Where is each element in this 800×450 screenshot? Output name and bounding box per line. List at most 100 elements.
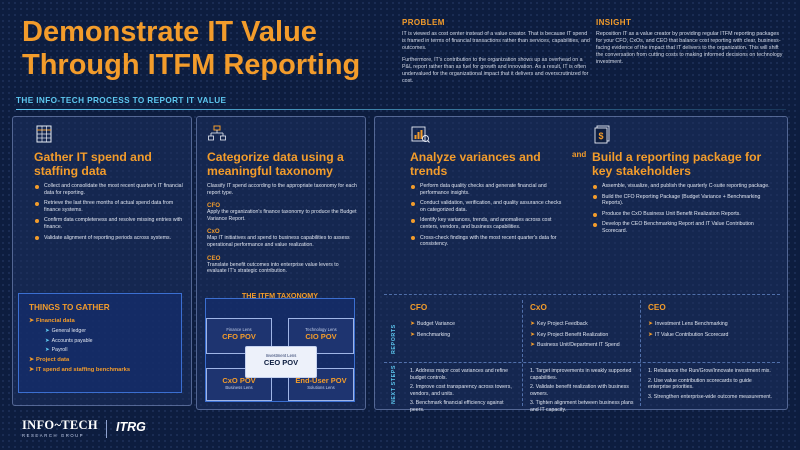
steps-3-4-panel [374,116,788,410]
hierarchy-icon [207,124,227,149]
list-item: Conduct validation, verification, and qu… [410,200,566,213]
gather-item: ➤ Financial data [29,318,75,324]
list-item: Validate alignment of reporting periods … [34,235,184,242]
list-item: Develop the CEO Benchmarking Report and … [592,221,772,234]
gather-subitem: ➤ Accounts payable [45,337,93,344]
solutions-lens: End-User POV Solutions Lens [288,368,354,401]
step2-body: Classify IT spend according to the appro… [207,183,359,275]
investment-lens-label: Investment Lens [265,353,297,358]
role-label-ceo: CEO [207,254,221,262]
chart-report-icon [410,124,430,149]
list-item: Retrieve the last three months of actual… [34,200,184,213]
next-step-item: 3. Benchmark financial efficiency agains… [410,400,504,413]
page-title: Demonstrate IT Value Through ITFM Report… [22,16,402,82]
next-step-item: 1. Rebalance the Run/Grow/Innovate inves… [648,368,771,374]
matrix-heading-cxo: CxO [530,303,547,312]
report-item: ➤ IT Value Contribution Scorecard [648,331,729,338]
role-label-cfo: CFO [207,202,221,210]
report-item: ➤ Budget Variance [410,321,456,327]
role-text-cxo: Map IT initiatives and spend to business… [207,235,350,248]
gather-subitem: ➤ Payroll [45,347,68,354]
solutions-lens-pov: End-User POV [295,376,347,385]
cxo-next-steps: 1. Target improvements in weakly support… [530,368,638,414]
business-lens-label: Business Lens [225,385,253,390]
ceo-reports: ➤ Investment Lens Benchmarking ➤ IT Value … [648,321,776,338]
reports-row-label: REPORTS [391,324,397,354]
title-line-1: Demonstrate IT Value [22,16,317,48]
process-divider [16,109,786,110]
list-item: Confirm data completeness and resolve mi… [34,217,184,230]
role-text-ceo: Translate benefit outcomes into enterpri… [207,261,339,275]
step3-title: Analyze variances and trends [410,150,541,178]
step3-bullets: Perform data quality checks and generate… [410,183,566,252]
list-item: Build the CFO Reporting Package (Budget … [592,194,772,207]
problem-text-2: Furthermore, IT's contribution to the or… [402,57,589,84]
logo-divider [106,420,107,438]
matrix-heading-cfo: CFO [410,303,428,312]
insight-heading: INSIGHT [596,18,632,27]
process-label: THE INFO-TECH PROCESS TO REPORT IT VALUE [16,96,227,105]
spreadsheet-icon [34,124,54,149]
next-step-item: 3. Tighten alignment between business pl… [530,400,634,413]
investment-lens: Investment Lens CEO POV [245,346,317,378]
next-step-item: 2. Use value contribution scorecards to … [648,377,752,391]
step2-intro: Classify IT spend according to the appro… [207,183,357,196]
report-item: ➤ Business Unit/Department IT Spend [530,342,620,349]
matrix-heading-ceo: CEO [648,303,666,312]
technology-lens-pov: CIO POV [305,332,337,341]
infotech-logo-text: INFO~TECH [22,418,98,432]
gather-item: ➤ Project data [29,356,70,363]
cfo-next-steps: 1. Address major cost variances and refi… [410,368,518,414]
infotech-logo-subtext: RESEARCH GROUP [22,433,85,438]
ceo-next-steps: 1. Rebalance the Run/Grow/Innovate inves… [648,368,776,400]
insight-section: INSIGHT Reposition IT as a value creator… [596,18,784,66]
list-item: Cross-check findings with the most recen… [410,235,566,248]
step1-title: Gather IT spend and staffing data [34,150,152,178]
list-item: Produce the CxO Business Unit Benefit Re… [592,211,772,218]
svg-text:$: $ [598,131,603,141]
report-item: ➤ Benchmarking [410,331,451,338]
investment-lens-pov: CEO POV [263,358,299,367]
role-label-cxo: CxO [207,228,220,236]
and-connector: and [572,150,587,159]
report-package-icon: $ [592,124,612,149]
problem-section: PROBLEM IT is viewed as cost center inst… [402,18,592,85]
step2-title: Categorize data using a meaningful taxon… [207,150,344,178]
step1-bullets: Collect and consolidate the most recent … [34,183,184,245]
title-line-2: Through ITFM Reporting [22,49,361,81]
report-item: ➤ Investment Lens Benchmarking [648,321,728,327]
cfo-reports: ➤ Budget Variance ➤ Benchmarking [410,321,518,338]
solutions-lens-label: Solutions Lens [307,385,335,390]
things-to-gather: THINGS TO GATHER ➤ Financial data ➤ Genera… [18,293,182,393]
problem-heading: PROBLEM [402,18,445,27]
gather-item: ➤ IT spend and staffing benchmarks [29,366,131,373]
role-text-cfo: Apply the organization's finance taxonom… [207,209,357,222]
next-step-item: 1. Address major cost variances and refi… [410,368,509,381]
step4-bullets: Assemble, visualize, and publish the qua… [592,183,772,239]
matrix-col-divider [522,300,523,406]
next-step-item: 2. Validate benefit realization with bus… [530,384,629,397]
itrg-logo: ITRG [116,420,146,434]
infotech-logo: INFO~TECH RESEARCH GROUP [22,418,98,438]
gather-subitem: ➤ General ledger [45,328,86,334]
list-item: Identify key variances, trends, and anom… [410,217,566,230]
next-step-item: 1. Target improvements in weakly support… [530,368,632,381]
problem-text-1: IT is viewed as cost center instead of a… [402,31,590,51]
list-item: Assemble, visualize, and publish the qua… [592,183,772,190]
things-heading: THINGS TO GATHER [29,303,110,312]
finance-lens-pov: CFO POV [222,332,256,341]
next-step-item: 3. Strengthen enterprise-wide outcome me… [648,393,772,400]
reports-matrix [384,294,780,406]
list-item: Perform data quality checks and generate… [410,183,566,196]
next-step-item: 2. Improve cost transparency across towe… [410,384,512,397]
insight-text: Reposition IT as a value creator by prov… [596,31,783,65]
finance-lens-label: Finance Lens [226,327,252,332]
next-steps-row-label: NEXT STEPS [391,365,397,404]
list-item: Collect and consolidate the most recent … [34,183,184,196]
report-item: ➤ Key Project Benefit Realization [530,331,609,338]
cxo-reports: ➤ Key Project Feedback ➤ Key Project Benef… [530,321,638,349]
taxonomy-heading: THE ITFM TAXONOMY [241,291,319,300]
report-item: ➤ Key Project Feedback [530,321,588,327]
matrix-row-divider [384,362,780,363]
business-lens-pov: CxO POV [222,376,256,385]
